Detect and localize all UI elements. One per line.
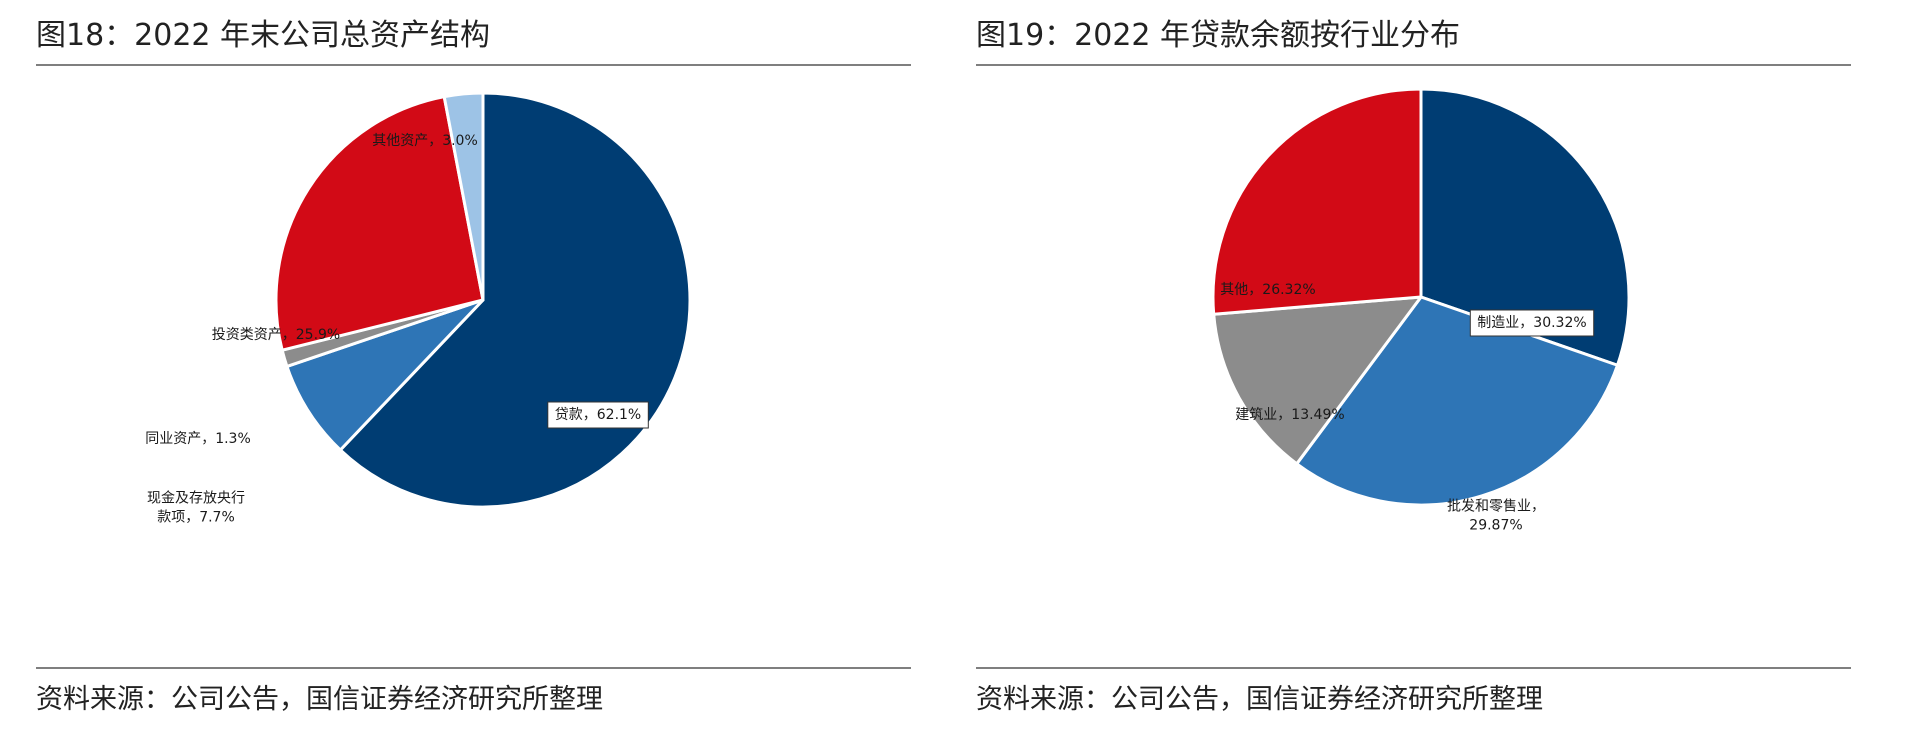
slice-label: 贷款，62.1% [547,401,649,429]
pie-slice [274,95,485,352]
svg-text:其他，26.32%: 其他，26.32% [1220,282,1315,298]
svg-text:制造业，30.32%: 制造业，30.32% [1477,315,1586,331]
pie-chart-loan-industry: 制造业，30.32% 批发和零售业， 29.87% 建筑业，13.49% 其他，26.3… [1211,87,1631,534]
source-note: 资料来源：公司公告，国信证券经济研究所整理 [36,684,603,715]
slice-label: 批发和零售业， 29.87% [1447,499,1545,534]
source-rule [976,667,1851,669]
source-rule [36,667,911,669]
chart-title: 图19：2022 年贷款余额按行业分布 [976,18,1461,53]
svg-text:贷款，62.1%: 贷款，62.1% [555,407,641,423]
source-note: 资料来源：公司公告，国信证券经济研究所整理 [976,684,1543,715]
slice-label: 同业资产，1.3% [145,431,251,447]
svg-text:批发和零售业，: 批发和零售业， [1447,499,1545,515]
chart-title: 图18：2022 年末公司总资产结构 [36,18,491,53]
pie-slice [285,298,485,452]
svg-text:投资类资产，25.9%: 投资类资产，25.9% [212,327,340,343]
pie-slice [442,91,485,302]
chart-panel-loan-industry: 图19：2022 年贷款余额按行业分布 制造业，30.32% 批发和零售业， 29.… [976,0,1851,748]
svg-text:29.87%: 29.87% [1469,518,1522,534]
pie-slice [1295,295,1619,507]
slice-label: 建筑业，13.49% [1235,407,1344,423]
chart-panel-total-assets: 图18：2022 年末公司总资产结构 贷款，62.1% 现金及存放央行 款项，7.7… [36,0,911,748]
title-rule [36,64,911,66]
pie-slice [1211,87,1423,316]
slice-label: 制造业，30.32% [1469,309,1595,337]
slice-label: 投资类资产，25.9% [212,327,340,343]
svg-text:其他资产，3.0%: 其他资产，3.0% [372,133,478,149]
slice-label: 其他，26.32% [1220,282,1315,298]
svg-text:现金及存放央行: 现金及存放央行 [147,491,245,507]
title-rule [976,64,1851,66]
svg-text:同业资产，1.3%: 同业资产，1.3% [145,431,251,447]
svg-text:建筑业，13.49%: 建筑业，13.49% [1235,407,1344,423]
svg-text:款项，7.7%: 款项，7.7% [157,510,235,526]
pie-slice [1212,295,1423,466]
slice-label: 其他资产，3.0% [372,133,478,149]
pie-slice [1419,87,1631,367]
